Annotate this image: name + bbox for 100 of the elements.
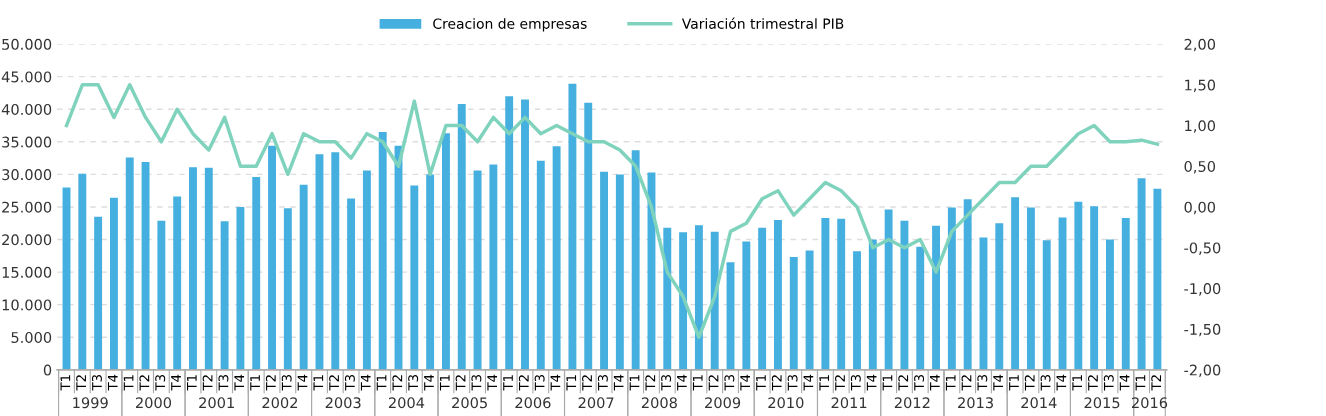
y-tick-label: 30.000 <box>2 169 52 181</box>
x-tick-label: T2 <box>392 375 403 391</box>
bar <box>805 250 814 370</box>
y2-tick-label: 0,50 <box>1184 160 1216 174</box>
legend-label: Creacion de empresas <box>433 18 587 32</box>
x-tick-label: T4 <box>107 374 118 391</box>
x-tick-label: T4 <box>171 374 181 391</box>
x-tick-label: T2 <box>1024 375 1035 391</box>
bar <box>853 251 861 370</box>
y-tick-label: 25.000 <box>2 201 52 213</box>
bar <box>347 198 356 370</box>
bar <box>789 257 798 370</box>
bar <box>109 197 118 370</box>
x-tick-label: T4 <box>487 374 498 391</box>
x-tick-label: T3 <box>408 375 419 391</box>
bar <box>837 218 846 370</box>
bar <box>774 219 782 370</box>
bar <box>173 196 182 370</box>
bar <box>568 83 577 370</box>
bar <box>441 133 450 370</box>
y2-tick-label: 1,50 <box>1185 79 1216 93</box>
legend-label: Variación trimestral PIB <box>681 17 844 29</box>
x-tick-label: T3 <box>281 375 292 391</box>
y-tick-label: 45.000 <box>1 71 52 83</box>
x-tick-label: T4 <box>360 374 371 391</box>
x-tick-label: T2 <box>582 375 592 391</box>
x-tick-label: T3 <box>344 375 355 391</box>
x-tick-label: T2 <box>898 375 909 391</box>
x-tick-label: T4 <box>1056 374 1067 391</box>
y-tick-label: 35.000 <box>2 136 52 148</box>
bar <box>410 185 419 370</box>
x-tick-label: T3 <box>155 375 166 391</box>
text: 2009 <box>705 397 741 409</box>
x-tick-label: T2 <box>961 375 972 391</box>
x-tick-label: T3 <box>91 375 102 391</box>
bar <box>299 184 308 370</box>
text: 2012 <box>894 397 930 409</box>
text: 2005 <box>452 397 487 409</box>
bar <box>900 220 909 370</box>
y-tick-label: 40.000 <box>1 103 52 115</box>
x-tick-label: T2 <box>708 375 719 391</box>
bar <box>220 221 229 370</box>
bar <box>78 173 87 370</box>
x-tick-label: T1 <box>756 375 766 391</box>
bar <box>489 164 498 370</box>
x-tick-label: T2 <box>1151 375 1162 391</box>
x-tick-label: T2 <box>202 375 213 391</box>
text: 2014 <box>1021 397 1057 409</box>
x-tick-label: T2 <box>1088 375 1098 391</box>
bar <box>505 96 514 370</box>
bar <box>552 146 561 370</box>
x-tick-label: T4 <box>993 374 1003 391</box>
y2-tick-label: 1,00 <box>1185 120 1216 133</box>
x-tick-label: T4 <box>297 374 308 391</box>
x-tick-label: T1 <box>503 375 513 391</box>
bar <box>663 227 672 370</box>
bar <box>362 170 371 370</box>
text: 2015 <box>1084 397 1120 409</box>
x-tick-label: T1 <box>1072 375 1082 391</box>
bar <box>868 239 877 370</box>
y-tick-label: 0 <box>43 364 52 376</box>
bar <box>1090 206 1099 370</box>
y2-tick-label: -1,50 <box>1184 323 1221 337</box>
x-tick-label: T1 <box>692 375 703 391</box>
x-tick-label: T3 <box>661 375 672 391</box>
x-tick-label: T4 <box>234 374 245 391</box>
x-tick-label: T2 <box>835 375 845 391</box>
x-tick-label: T4 <box>613 374 624 391</box>
bar <box>473 170 482 370</box>
bar <box>1011 197 1020 370</box>
x-tick-label: T3 <box>597 375 608 391</box>
x-tick-label: T2 <box>771 375 782 391</box>
bar <box>916 246 925 370</box>
text: 2010 <box>768 397 804 409</box>
x-tick-label: T3 <box>787 375 798 391</box>
bar <box>1137 178 1146 370</box>
bar <box>758 227 767 370</box>
x-tick-label: T2 <box>265 375 276 391</box>
bar <box>584 102 593 370</box>
y2-tick-label: 2,00 <box>1184 38 1216 52</box>
bar <box>521 99 529 370</box>
x-tick-label: T4 <box>424 374 434 391</box>
y-tick-label: 15.000 <box>2 266 52 278</box>
bar <box>236 206 245 370</box>
text: 2001 <box>199 397 234 409</box>
x-tick-label: T1 <box>313 375 324 391</box>
x-tick-label: T1 <box>566 375 577 391</box>
bar <box>141 162 150 370</box>
bar <box>94 216 103 370</box>
x-tick-label: T3 <box>914 375 925 391</box>
bar <box>821 218 830 370</box>
bar <box>742 241 751 370</box>
text: 1999 <box>73 397 108 409</box>
bar <box>963 199 972 370</box>
y-tick-label: 50.000 <box>2 38 52 50</box>
bar <box>189 167 197 370</box>
text: 2003 <box>325 397 361 409</box>
y-tick-label: 20.000 <box>2 234 52 246</box>
y2-tick-label: -0,50 <box>1184 242 1221 255</box>
x-tick-label: T3 <box>534 375 545 391</box>
